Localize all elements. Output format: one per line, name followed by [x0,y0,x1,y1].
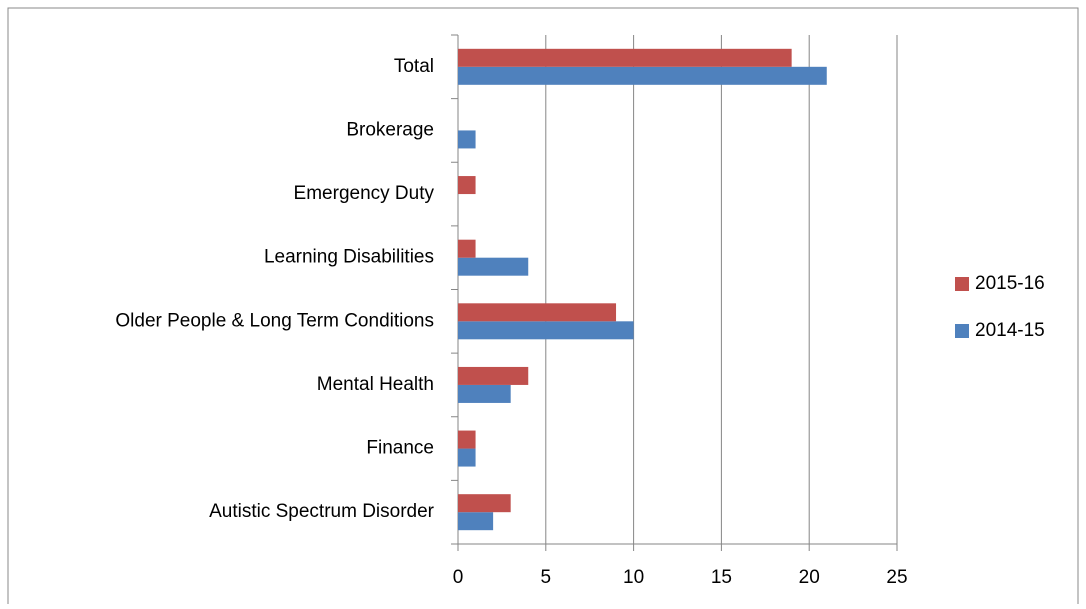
bar [458,494,511,513]
x-tick-label: 15 [711,567,732,588]
x-tick-label: 25 [886,567,907,588]
bar [458,239,476,258]
bar [458,366,529,385]
x-tick-label: 10 [623,567,644,588]
bar [458,66,827,85]
y-tick-label: Brokerage [346,119,434,140]
bar [458,176,476,195]
bar [458,512,494,531]
y-tick-label: Learning Disabilities [264,247,434,268]
legend-swatch [955,277,969,291]
x-tick-label: 5 [541,567,552,588]
bar [458,303,617,322]
legend-label: 2015-16 [975,273,1045,294]
x-tick-label: 20 [799,567,820,588]
y-tick-label: Emergency Duty [294,183,435,204]
legend-label: 2014-15 [975,320,1045,341]
legend-swatch [955,324,969,338]
y-tick-label: Total [394,56,434,77]
y-tick-label: Finance [366,438,434,459]
y-tick-label: Mental Health [317,374,434,395]
x-tick-label: 0 [453,567,464,588]
bar [458,384,511,403]
bar [458,130,476,149]
y-tick-label: Autistic Spectrum Disorder [209,501,435,522]
bar [458,48,792,67]
y-tick-label: Older People & Long Term Conditions [115,310,434,331]
bar [458,430,476,449]
bar [458,321,634,340]
bar [458,448,476,467]
bar [458,257,529,276]
